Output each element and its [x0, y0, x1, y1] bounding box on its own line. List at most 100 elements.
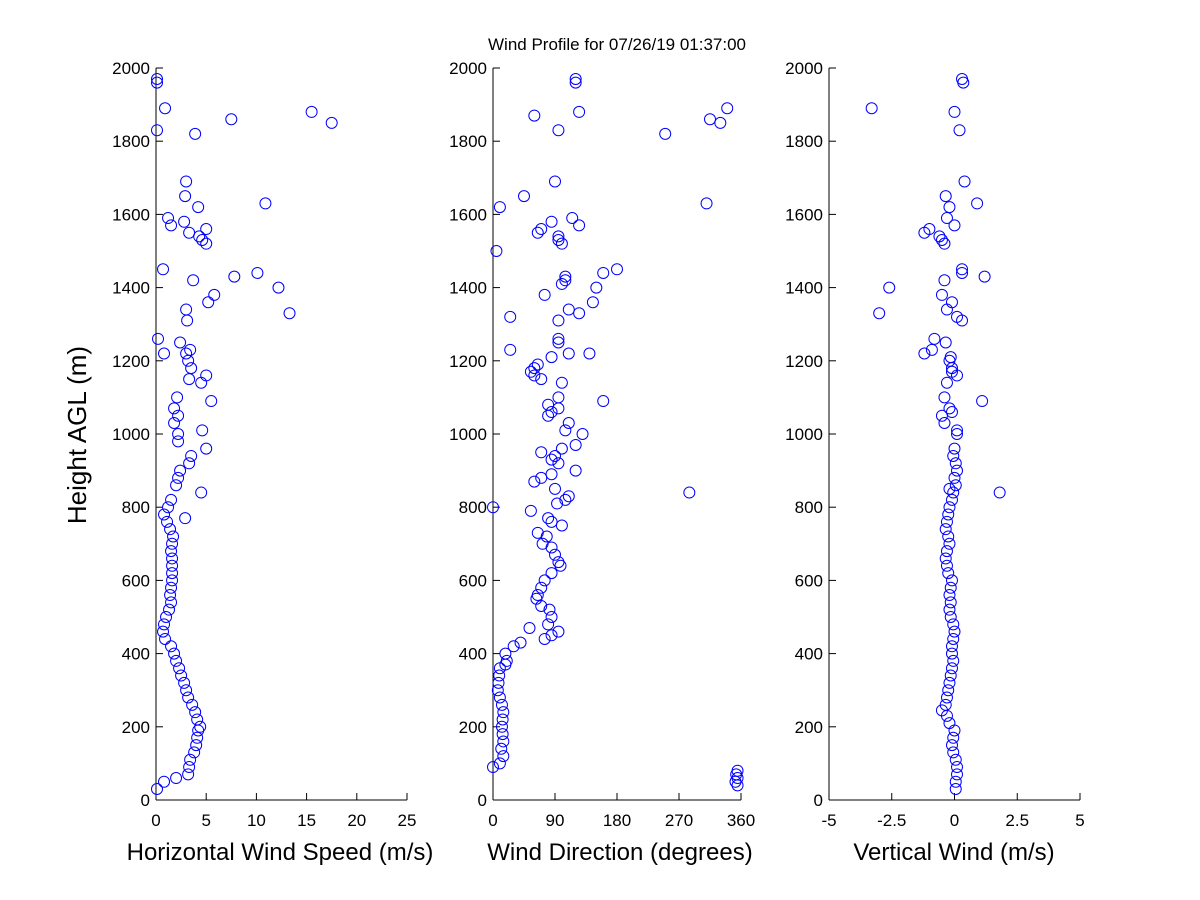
data-point [225, 113, 238, 126]
data-point [945, 574, 958, 587]
data-point [569, 72, 582, 85]
data-point [958, 175, 971, 188]
data-point [938, 274, 951, 287]
data-point [493, 757, 506, 770]
data-point [179, 190, 192, 203]
data-point [971, 197, 984, 210]
y-tick-label: 1600 [785, 205, 823, 224]
data-point [951, 428, 964, 440]
data-point [180, 303, 193, 316]
data-point [171, 391, 184, 404]
data-point [943, 482, 956, 495]
data-point [194, 720, 207, 733]
data-point [166, 567, 179, 580]
data-point [549, 175, 561, 188]
data-point [531, 526, 544, 539]
data-point [940, 376, 953, 389]
data-point [956, 266, 969, 279]
data-point [943, 201, 956, 214]
data-point [283, 307, 296, 320]
x-tick-label: 360 [727, 811, 755, 830]
data-point [573, 105, 586, 118]
data-point [184, 343, 197, 356]
data-point [178, 215, 191, 228]
data-point [205, 395, 218, 408]
data-point [183, 761, 196, 774]
data-point [208, 288, 221, 301]
panel-axes [155, 68, 407, 801]
data-point [164, 523, 177, 536]
data-point [545, 215, 558, 228]
data-point [704, 113, 716, 126]
data-point [151, 76, 164, 89]
data-point [942, 508, 955, 521]
data-point [500, 654, 513, 667]
data-point [545, 629, 558, 642]
panel-horizontal-wind-speed: 0 200 400 600 800 1000 1200 1400 1600 1800 2000 0 5 1… [62, 59, 433, 866]
x-axis-label: Wind Direction (degrees) [487, 839, 752, 866]
data-point [576, 428, 589, 440]
y-tick-label: 600 [122, 571, 150, 590]
data-point [180, 684, 193, 697]
data-point [172, 471, 185, 484]
data-point [183, 373, 196, 386]
data-point [200, 223, 213, 236]
data-point [497, 735, 510, 748]
data-point [993, 486, 1006, 499]
panel-ticks: 0 200 400 600 800 1000 1200 1400 1600 1800 2000 -5 -… [785, 59, 1085, 830]
x-tick-label: 10 [247, 811, 266, 830]
data-point [943, 717, 956, 730]
data-point [714, 116, 727, 129]
data-point [185, 449, 198, 462]
data-point [938, 391, 951, 404]
data-point [590, 281, 603, 294]
data-point [945, 493, 958, 506]
x-tick-label: -5 [821, 811, 836, 830]
x-tick-label: 180 [603, 811, 631, 830]
data-point [495, 698, 508, 711]
data-point [195, 486, 208, 499]
data-point [942, 530, 955, 543]
data-point [586, 296, 599, 309]
data-point [497, 706, 510, 719]
data-point [569, 76, 582, 89]
data-point [943, 589, 956, 602]
data-point [549, 482, 561, 495]
y-tick-label: 1200 [449, 352, 487, 371]
data-point [559, 424, 572, 437]
x-tick-label: 2.5 [1005, 811, 1029, 830]
data-point [178, 676, 191, 689]
data-point [172, 409, 185, 422]
data-point [949, 457, 962, 470]
data-point [191, 713, 204, 726]
data-point [552, 402, 565, 415]
panel-points [865, 72, 1006, 796]
data-point [569, 464, 582, 477]
data-point [928, 332, 941, 345]
data-point [549, 449, 561, 462]
panel-points [487, 72, 744, 792]
data-point [305, 105, 318, 118]
data-point [948, 442, 961, 455]
data-point [978, 270, 991, 283]
y-tick-label: 1400 [449, 279, 487, 298]
data-point [555, 237, 568, 250]
data-point [495, 720, 508, 733]
data-point [175, 669, 188, 682]
data-point [947, 746, 960, 759]
data-point [174, 464, 187, 477]
data-point [940, 212, 953, 225]
data-point [174, 336, 187, 349]
data-point [493, 201, 506, 214]
y-tick-label: 600 [795, 571, 823, 590]
data-point [545, 567, 558, 580]
data-point [939, 336, 952, 349]
data-point [189, 127, 202, 140]
data-point [949, 479, 962, 492]
data-point [938, 237, 951, 250]
data-point [165, 640, 178, 653]
data-point [496, 713, 509, 726]
data-point [945, 662, 958, 675]
data-point [180, 175, 193, 188]
